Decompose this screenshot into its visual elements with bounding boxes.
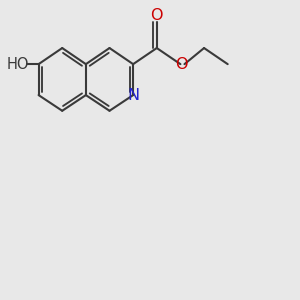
Text: O: O [151, 8, 163, 23]
Text: O: O [175, 57, 188, 72]
Text: HO: HO [7, 57, 29, 72]
Text: N: N [127, 88, 139, 103]
